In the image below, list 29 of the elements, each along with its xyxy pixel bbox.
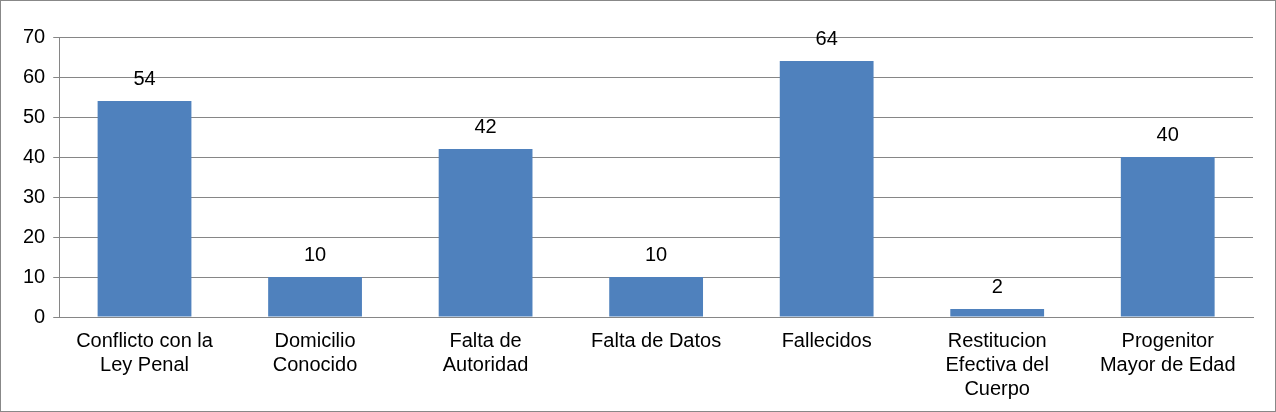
y-tick-label: 60 bbox=[23, 64, 46, 87]
data-label: 10 bbox=[303, 242, 327, 265]
data-label: 42 bbox=[474, 114, 497, 137]
bar bbox=[97, 101, 192, 317]
x-tick-label: Progenitor Mayor de Edad bbox=[1099, 328, 1236, 375]
y-tick-label: 10 bbox=[23, 264, 46, 287]
bar bbox=[779, 61, 874, 317]
x-tick-label: Falta de Autoridad bbox=[442, 328, 529, 375]
x-tick-label: Domicilio Conocido bbox=[272, 328, 358, 375]
data-label: 64 bbox=[815, 26, 838, 49]
bar bbox=[438, 149, 533, 317]
y-tick-label: 70 bbox=[23, 24, 46, 47]
y-tick-label: 50 bbox=[23, 104, 46, 127]
y-tick-label: 40 bbox=[23, 144, 46, 167]
y-tick-label: 30 bbox=[23, 184, 46, 207]
bar bbox=[1120, 157, 1215, 317]
y-tick-label: 0 bbox=[34, 304, 46, 327]
data-label: 10 bbox=[645, 242, 668, 265]
data-label: 54 bbox=[133, 66, 156, 89]
x-tick-label: Conflicto con la Ley Penal bbox=[76, 328, 214, 375]
x-tick-label: Falta de Datos bbox=[591, 328, 722, 351]
x-tick-label: Fallecidos bbox=[781, 328, 872, 351]
data-label: 40 bbox=[1156, 122, 1179, 145]
bar bbox=[609, 277, 704, 317]
bar bbox=[950, 309, 1045, 317]
x-tick-label: Restitucion Efectiva del Cuerpo bbox=[945, 328, 1049, 399]
data-label: 2 bbox=[991, 274, 1003, 297]
bar bbox=[268, 277, 362, 317]
y-tick-label: 20 bbox=[23, 224, 46, 247]
